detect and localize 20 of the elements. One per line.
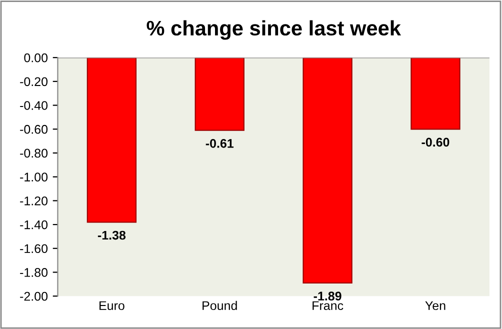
x-tick-label: Euro	[100, 301, 124, 310]
y-tick-label: -1.40	[20, 220, 48, 230]
x-tick-label: Pound	[202, 300, 237, 310]
y-tick-label: -0.40	[20, 101, 48, 110]
y-tick-label: -1.20	[20, 196, 48, 206]
y-tick-label: -0.20	[20, 77, 48, 86]
data-label: -0.60	[422, 138, 450, 147]
y-tick-label: -0.80	[20, 148, 48, 158]
y-tick-label: 0.00	[24, 53, 48, 62]
chart-title: % change since last week	[146, 20, 401, 40]
x-tick-label: Yen	[425, 301, 446, 310]
data-label: -1.38	[98, 230, 126, 240]
y-tick-label: -1.80	[20, 268, 48, 277]
y-tick-label: -0.60	[20, 124, 48, 134]
data-label: -0.61	[206, 138, 234, 148]
x-tick-label: Franc	[312, 301, 344, 310]
y-tick-label: -1.00	[20, 172, 48, 182]
data-label: -1.89	[314, 292, 342, 300]
y-tick-label: -1.60	[20, 244, 48, 254]
y-tick-label: -2.00	[20, 292, 48, 301]
